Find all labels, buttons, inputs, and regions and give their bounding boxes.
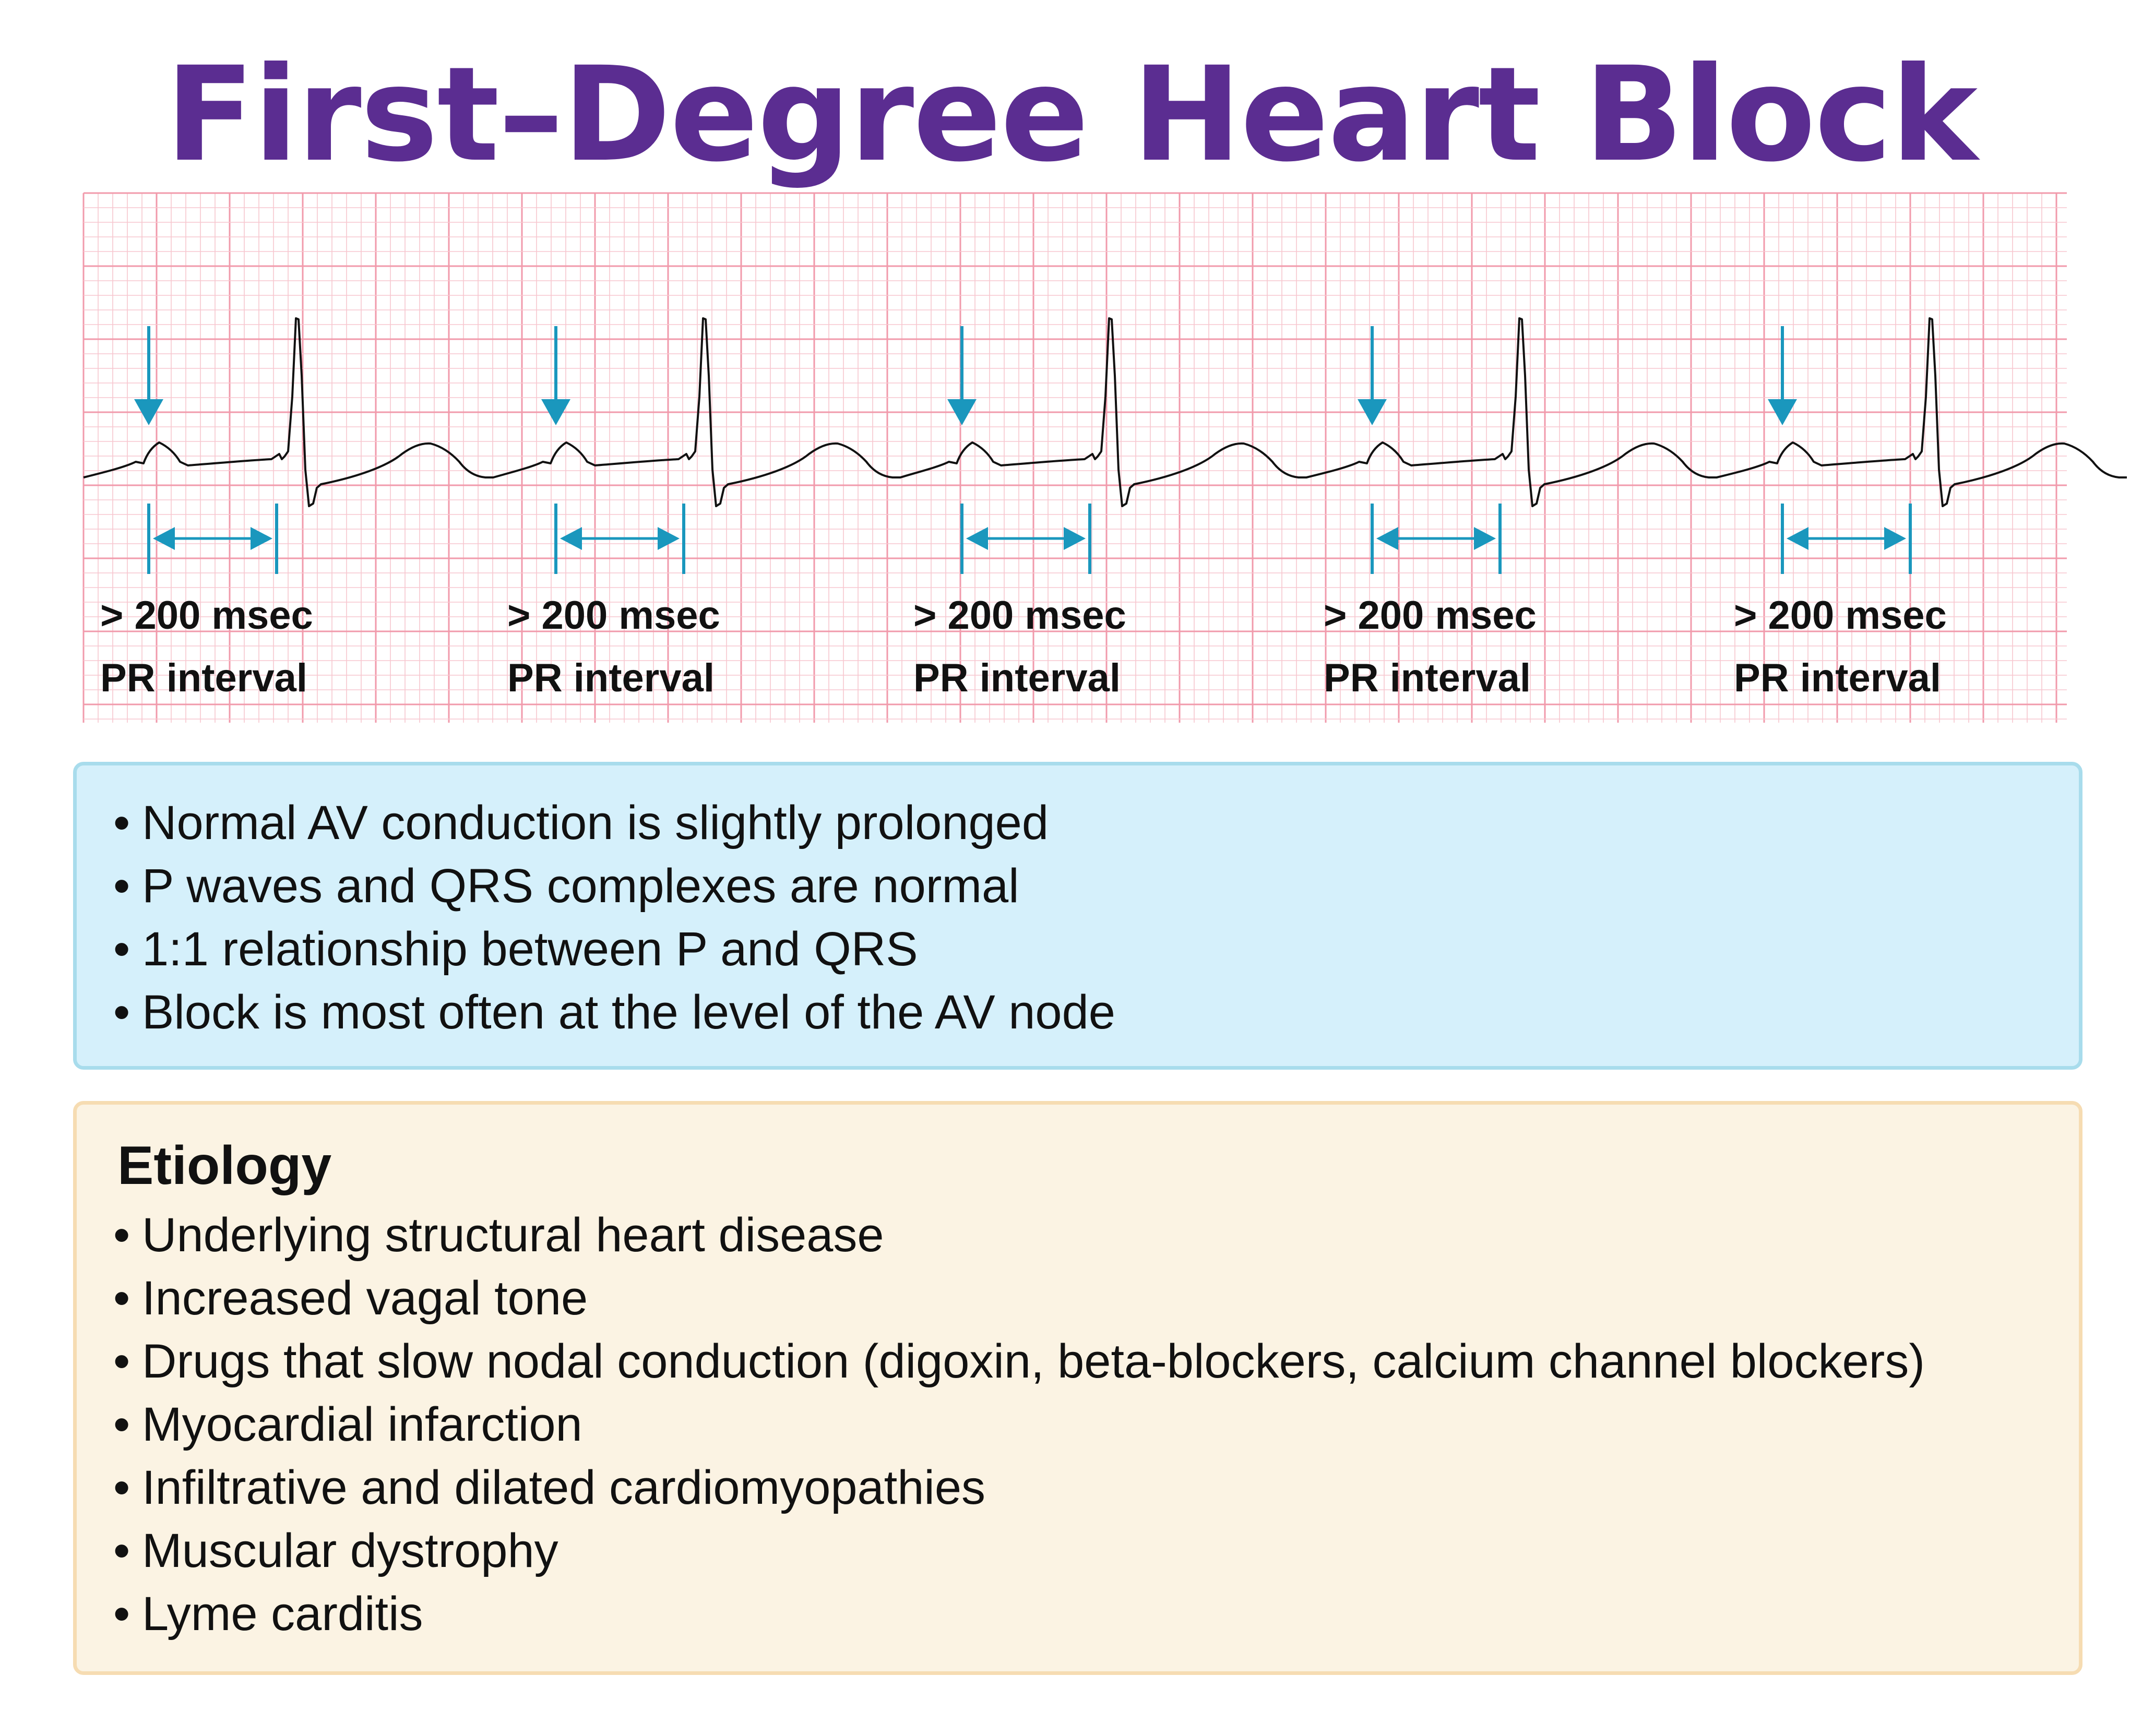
- etiology-item: Myocardial infarction: [113, 1393, 1925, 1456]
- ecg-trace: [83, 317, 2127, 507]
- features-panel: Normal AV conduction is slightly prolong…: [73, 762, 2082, 1070]
- pr-interval-arrow-right: [1884, 527, 1906, 550]
- etiology-panel: Etiology Underlying structural heart dis…: [73, 1101, 2082, 1675]
- p-wave-arrow-head: [541, 399, 570, 425]
- p-wave-arrow-head: [1358, 399, 1387, 425]
- pr-interval-label: PR interval: [100, 656, 307, 700]
- etiology-item: Underlying structural heart disease: [113, 1204, 1925, 1267]
- pr-interval-bracket: [1781, 504, 1912, 574]
- etiology-list: Underlying structural heart disease Incr…: [113, 1204, 1925, 1646]
- pr-interval-arrow-right: [658, 527, 680, 550]
- pr-interval-arrow-left: [966, 527, 988, 550]
- etiology-item: Drugs that slow nodal conduction (digoxi…: [113, 1330, 1925, 1393]
- etiology-item: Increased vagal tone: [113, 1267, 1925, 1330]
- pr-interval-arrow-left: [153, 527, 175, 550]
- p-wave-arrow-head: [947, 399, 977, 425]
- page-title: First–Degree Heart Block: [165, 39, 1978, 190]
- pr-duration-label: > 200 msec: [507, 593, 720, 638]
- features-list: Normal AV conduction is slightly prolong…: [113, 792, 1115, 1044]
- ecg-grid-paper: [82, 192, 2067, 723]
- pr-interval-label: PR interval: [507, 656, 715, 700]
- pr-interval-bracket: [147, 504, 278, 574]
- etiology-item: Lyme carditis: [113, 1583, 1925, 1646]
- p-wave-marker-arrow: [1358, 326, 1387, 425]
- feature-item: P waves and QRS complexes are normal: [113, 855, 1115, 918]
- pr-interval-label: PR interval: [1734, 656, 1941, 700]
- pr-interval-arrow-right: [1064, 527, 1086, 550]
- pr-interval-arrow-left: [1787, 527, 1808, 550]
- pr-interval-arrow-left: [560, 527, 582, 550]
- pr-interval-arrow-left: [1376, 527, 1398, 550]
- pr-interval-bracket: [960, 504, 1091, 574]
- ecg-annotations: > 200 msec PR interval > 200 msec PR interv…: [100, 326, 1947, 700]
- p-wave-marker-arrow: [134, 326, 163, 425]
- feature-item: 1:1 relationship between P and QRS: [113, 918, 1115, 981]
- feature-item: Normal AV conduction is slightly prolong…: [113, 792, 1115, 855]
- pr-interval-label: PR interval: [1324, 656, 1531, 700]
- pr-interval-bracket: [554, 504, 685, 574]
- pr-interval-arrow-right: [251, 527, 272, 550]
- pr-duration-label: > 200 msec: [913, 593, 1126, 638]
- etiology-item: Muscular dystrophy: [113, 1519, 1925, 1583]
- pr-duration-label: > 200 msec: [1734, 593, 1947, 638]
- p-wave-arrow-head: [1768, 399, 1797, 425]
- etiology-item: Infiltrative and dilated cardiomyopathie…: [113, 1456, 1925, 1519]
- p-wave-marker-arrow: [541, 326, 570, 425]
- feature-item: Block is most often at the level of the …: [113, 981, 1115, 1044]
- pr-interval-arrow-right: [1474, 527, 1496, 550]
- pr-duration-label: > 200 msec: [100, 593, 313, 638]
- p-wave-marker-arrow: [947, 326, 977, 425]
- etiology-heading: Etiology: [117, 1135, 332, 1196]
- p-wave-arrow-head: [134, 399, 163, 425]
- ecg-strip: > 200 msec PR interval > 200 msec PR interv…: [82, 192, 2127, 723]
- pr-duration-label: > 200 msec: [1324, 593, 1537, 638]
- pr-interval-bracket: [1371, 504, 1502, 574]
- pr-interval-label: PR interval: [913, 656, 1121, 700]
- p-wave-marker-arrow: [1768, 326, 1797, 425]
